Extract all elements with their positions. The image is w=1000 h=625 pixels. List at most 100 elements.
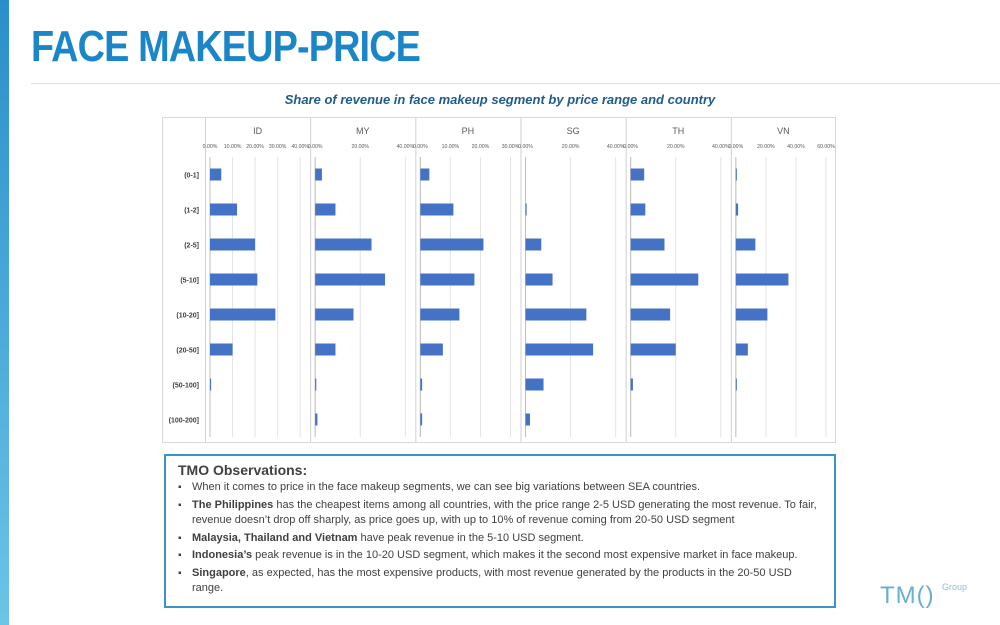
tick-label: 30.00%: [269, 144, 287, 150]
tick-label: 40.00%: [787, 144, 805, 150]
bar: [630, 343, 676, 356]
bar: [735, 168, 737, 181]
observation-item: ▪ The Philippines has the cheapest items…: [178, 498, 826, 529]
bar: [315, 238, 372, 251]
bar: [420, 343, 443, 356]
bar: [210, 238, 256, 251]
bar: [315, 168, 322, 181]
bullet-icon: ▪: [178, 499, 182, 511]
observations-box: TMO Observations: ▪ When it comes to pri…: [164, 454, 836, 608]
accent-bar: [0, 0, 9, 625]
panel-title: ID: [253, 126, 263, 136]
bar: [735, 308, 768, 321]
bar: [210, 168, 222, 181]
observations-list: ▪ When it comes to price in the face mak…: [178, 480, 826, 597]
observations-heading: TMO Observations:: [178, 462, 308, 478]
bar-chart: (0-1] (1-2] (2-5] (5-10] (10-20] (20-50] (50-1…: [162, 117, 836, 443]
category-label: (20-50]: [176, 348, 199, 355]
bar: [525, 238, 542, 251]
observation-text: When it comes to price in the face makeu…: [192, 481, 701, 493]
observation-item: ▪ When it comes to price in the face mak…: [178, 480, 826, 496]
bar: [315, 378, 317, 391]
tick-label: 40.00%: [712, 144, 730, 150]
bar: [315, 203, 336, 216]
bar: [315, 343, 336, 356]
bar: [315, 308, 354, 321]
bar: [210, 308, 276, 321]
panel-title: VN: [777, 126, 790, 136]
bar: [420, 413, 423, 426]
category-label: (100-200]: [169, 418, 199, 425]
bar: [210, 203, 238, 216]
logo-text: TM(): [880, 582, 935, 609]
title-divider: [31, 83, 1000, 84]
bar: [630, 378, 633, 391]
tick-label: 20.00%: [757, 144, 775, 150]
tick-label: 40.00%: [607, 144, 625, 150]
tick-label: 0.00%: [308, 144, 323, 150]
tick-label: 0.00%: [728, 144, 743, 150]
observation-text: have peak revenue in the 5-10 USD segmen…: [357, 531, 584, 544]
bar: [525, 308, 587, 321]
tick-label: 10.00%: [224, 144, 242, 150]
bar: [735, 343, 748, 356]
bar: [525, 378, 544, 391]
bar: [420, 238, 484, 251]
category-label: (50-100]: [173, 383, 199, 390]
bar: [420, 378, 423, 391]
category-label: (0-1]: [184, 173, 199, 180]
panel-title: MY: [356, 126, 370, 136]
observation-text: , as expected, has the most expensive pr…: [192, 566, 792, 595]
bar: [525, 343, 594, 356]
observation-bold: The Philippines: [192, 498, 274, 511]
tick-label: 20.00%: [246, 144, 264, 150]
bar: [525, 273, 553, 286]
bar: [210, 378, 212, 391]
category-label: (10-20]: [176, 313, 199, 320]
bar: [630, 203, 646, 216]
bar: [525, 413, 531, 426]
bar: [630, 308, 671, 321]
bar: [525, 203, 527, 216]
bar: [735, 273, 789, 286]
bullet-icon: ▪: [178, 550, 182, 561]
category-label: (5-10]: [180, 278, 199, 285]
chart-container: (0-1] (1-2] (2-5] (5-10] (10-20] (20-50] (50-1…: [162, 117, 836, 443]
bar: [315, 273, 386, 286]
tick-label: 10.00%: [442, 144, 460, 150]
tick-label: 0.00%: [203, 144, 218, 150]
tick-label: 20.00%: [667, 144, 685, 150]
logo-suffix: Group: [942, 582, 968, 592]
bar: [630, 238, 665, 251]
bar: [735, 203, 739, 216]
bar: [210, 343, 233, 356]
bar: [420, 308, 460, 321]
bar: [420, 168, 430, 181]
tick-label: 20.00%: [562, 144, 580, 150]
bullet-icon: ▪: [178, 567, 182, 579]
observation-item: ▪ Malaysia, Thailand and Vietnam have pe…: [178, 531, 826, 547]
chart-frame: [162, 117, 836, 443]
tmo-logo: TM() Group: [880, 582, 980, 609]
bullet-icon: ▪: [178, 532, 182, 544]
bar: [315, 413, 318, 426]
panel-title: SG: [567, 126, 580, 136]
bullet-icon: ▪: [178, 482, 182, 493]
panel-title: TH: [672, 126, 684, 136]
bar: [630, 168, 645, 181]
bar: [630, 273, 699, 286]
bar: [735, 378, 737, 391]
tick-label: 20.00%: [351, 144, 369, 150]
category-label: (1-2]: [184, 208, 199, 215]
page-title: FACE MAKEUP-PRICE: [31, 22, 421, 71]
observation-text: peak revenue is in the 10-20 USD segment…: [252, 549, 798, 561]
tick-label: 40.00%: [291, 144, 309, 150]
category-label: (2-5]: [184, 243, 199, 250]
bar: [420, 203, 454, 216]
tick-label: 40.00%: [397, 144, 415, 150]
tick-label: 0.00%: [518, 144, 533, 150]
panel-title: PH: [462, 126, 475, 136]
observation-item: ▪ Singapore, as expected, has the most e…: [178, 566, 826, 597]
observation-text: has the cheapest items among all countri…: [192, 498, 817, 527]
observation-item: ▪ Indonesia’s peak revenue is in the 10-…: [178, 548, 826, 564]
